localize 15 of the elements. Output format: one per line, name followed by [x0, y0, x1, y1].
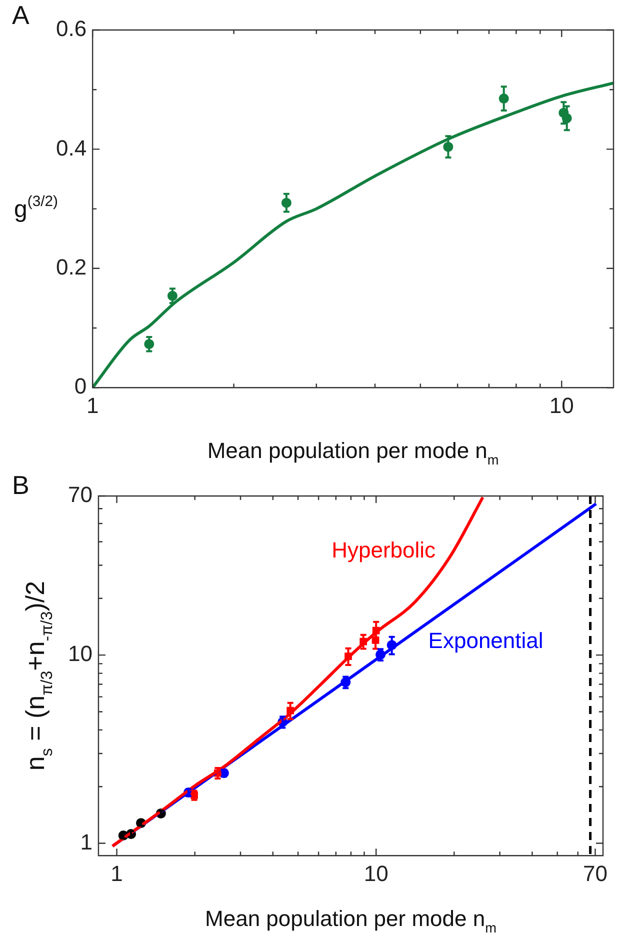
- series-label: Exponential: [428, 628, 544, 653]
- y-axis-title: ns = (nπ/3+n-π/3)/2: [20, 580, 56, 771]
- y-tick-label: 0: [74, 374, 87, 399]
- y-tick-label: 0.2: [56, 254, 87, 280]
- x-tick-label: 70: [582, 860, 608, 886]
- y-tick-label: 0.4: [56, 135, 87, 160]
- chart-title: A: [12, 0, 30, 30]
- x-tick-label: 10: [364, 860, 388, 886]
- series-label: Hyperbolic: [332, 538, 436, 563]
- y-tick-label: 1: [80, 829, 92, 854]
- x-tick-label: 1: [110, 860, 123, 886]
- y-tick-label: 70: [68, 482, 92, 508]
- chart-title: B: [12, 470, 30, 500]
- y-tick-label: 0.6: [56, 16, 87, 42]
- y-tick-label: 10: [68, 641, 92, 666]
